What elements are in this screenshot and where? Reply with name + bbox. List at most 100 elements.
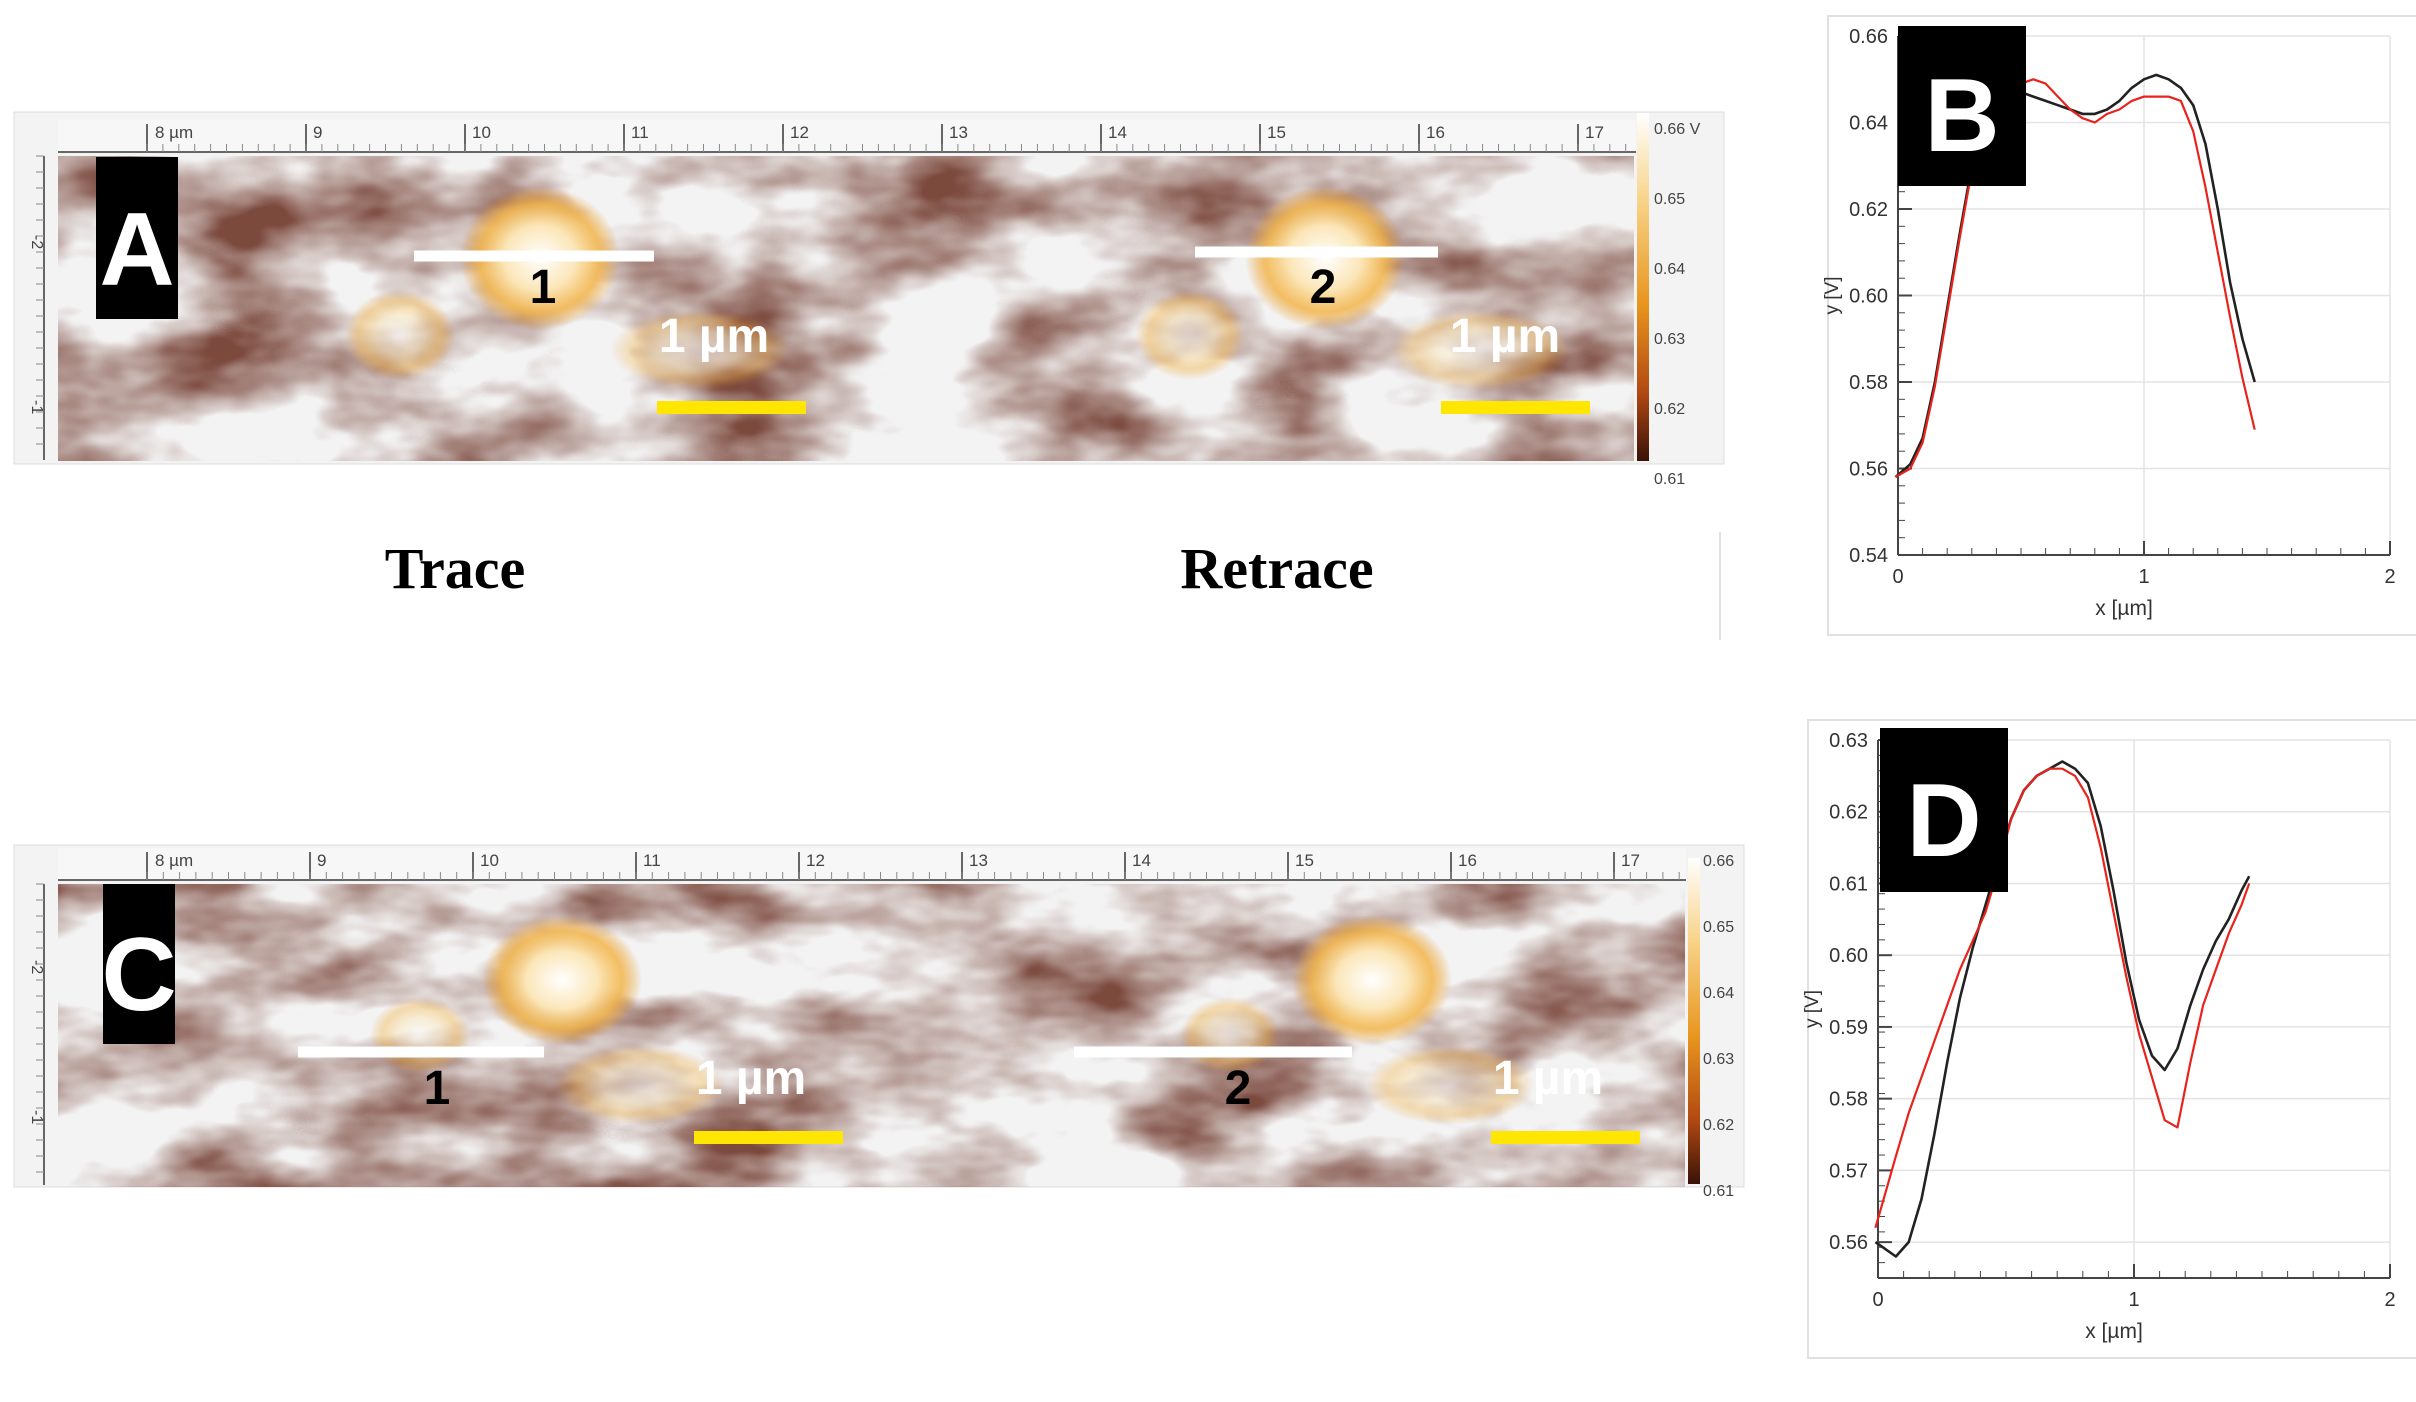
- panel-c-colorbar: [1688, 858, 1700, 1184]
- panel-a-y-ruler: -2 -1: [28, 155, 45, 460]
- ruler-tick-label: 17: [1585, 123, 1604, 142]
- colorbar-tick-label: 0.63: [1654, 331, 1685, 348]
- y-tick-label: 0.60: [1849, 286, 1888, 308]
- ruler-tick-label: 14: [1108, 123, 1127, 142]
- panel-a-scale-bar-2: [1441, 401, 1590, 414]
- colorbar-tick-label: 0.64: [1654, 261, 1685, 278]
- ruler-tick-label: 13: [949, 123, 968, 142]
- panel-a-scale-label-1: 1 µm: [659, 310, 769, 363]
- colorbar-tick-label: 0.65: [1654, 191, 1685, 208]
- ruler-tick-label: 12: [790, 123, 809, 142]
- y-tick-label: 0.63: [1829, 730, 1868, 752]
- ruler-tick-label: 11: [631, 123, 649, 142]
- ruler-tick-label: 9: [317, 851, 326, 870]
- chart-letter: B: [1924, 58, 1999, 174]
- colorbar-tick-label: 0.65: [1703, 919, 1734, 936]
- colorbar-tick-label: 0.66 V: [1654, 121, 1701, 138]
- x-tick-label: 0: [1872, 1289, 1883, 1311]
- caption-trace: Trace: [385, 536, 526, 601]
- panel-a-line-label-2: 2: [1310, 261, 1337, 314]
- panel-a-retrace-image: [848, 156, 1634, 461]
- left-ruler-label: -2: [28, 960, 45, 974]
- y-tick-label: 0.62: [1849, 199, 1888, 221]
- series-line-1: [1874, 767, 2251, 1229]
- ruler-tick-label: 12: [806, 851, 825, 870]
- y-tick-label: 0.54: [1849, 545, 1888, 567]
- left-ruler-label: -2: [28, 235, 45, 249]
- panel-a-letter-box: [96, 157, 178, 319]
- panel-a-line-label-1: 1: [530, 261, 557, 314]
- panel-a-scale-bar-1: [657, 401, 806, 414]
- y-tick-label: 0.61: [1829, 873, 1868, 895]
- ruler-unit-label: 8 µm: [155, 851, 193, 870]
- y-tick-label: 0.64: [1849, 113, 1888, 135]
- chart-letter-box: [1898, 26, 2026, 186]
- colorbar-tick-label: 0.62: [1703, 1117, 1734, 1134]
- y-tick-label: 0.57: [1829, 1160, 1868, 1182]
- panel-a-x-ruler: 8 µm 9 10 11 12 13 14 15 16 17: [58, 120, 1636, 153]
- ruler-unit-label: 8 µm: [155, 123, 193, 142]
- panel-c: 8 µm 9 10 11 12 13 14 15 16 17 -2-1 0.660.650.640…: [13, 844, 1745, 1200]
- ruler-tick-label: 16: [1426, 123, 1445, 142]
- x-tick-label: 1: [2128, 1289, 2139, 1311]
- panel-c-y-ruler: -2 -1: [28, 883, 45, 1185]
- ruler-tick-label: 13: [969, 851, 988, 870]
- x-tick-label: 1: [2138, 566, 2149, 588]
- y-axis-label: y [V]: [1802, 990, 1823, 1028]
- y-tick-label: 0.66: [1849, 26, 1888, 48]
- y-tick-label: 0.56: [1829, 1232, 1868, 1254]
- y-tick-label: 0.58: [1849, 372, 1888, 394]
- x-axis-label: x [µm]: [2085, 1320, 2143, 1343]
- chart-b: 0.54 0.56 0.58 0.60 0.62 0.64 0.66 0 1 2 x [µm] y […: [1822, 15, 2416, 636]
- x-tick-label: 2: [2384, 1289, 2395, 1311]
- panel-c-x-ruler: 8 µm 9 10 11 12 13 14 15 16 17: [58, 848, 1686, 881]
- colorbar-tick-label: 0.64: [1703, 985, 1734, 1002]
- colorbar-tick-label: 0.62: [1654, 401, 1685, 418]
- chart-d: 0.56 0.57 0.58 0.59 0.60 0.61 0.62 0.63 0 1 2 x [µm…: [1802, 719, 2416, 1359]
- ruler-tick-label: 14: [1132, 851, 1151, 870]
- series-line-1: [1894, 78, 2256, 479]
- series-line-0: [1874, 760, 2251, 1258]
- ruler-tick-label: 16: [1458, 851, 1477, 870]
- panel-a: 8 µm 9 10 11 12 13 14 15 16 17 -2-1 0.66 V0.650.6…: [13, 111, 1725, 640]
- left-ruler-label: -1: [28, 400, 45, 414]
- panel-a-letter: A: [99, 192, 174, 308]
- chart-letter-box: [1880, 728, 2008, 892]
- colorbar-tick-label: 0.61: [1703, 1183, 1734, 1200]
- y-axis-label: y [V]: [1822, 276, 1843, 314]
- x-tick-label: 2: [2384, 566, 2395, 588]
- y-tick-label: 0.58: [1829, 1089, 1868, 1111]
- ruler-tick-label: 15: [1267, 123, 1286, 142]
- panel-c-colorbar-ticks: 0.66 0.65 0.64 0.63 0.62 0.61: [1703, 853, 1734, 1200]
- panel-c-scale-label-2: 1 µm: [1493, 1052, 1603, 1105]
- ruler-tick-label: 17: [1621, 851, 1640, 870]
- ruler-tick-label: 10: [480, 851, 499, 870]
- panel-c-scale-bar-2: [1491, 1131, 1640, 1144]
- panel-c-scale-bar-1: [694, 1131, 843, 1144]
- y-tick-label: 0.60: [1829, 945, 1868, 967]
- ruler-tick-label: 9: [313, 123, 322, 142]
- panel-c-line-label-2: 2: [1225, 1062, 1252, 1115]
- ruler-bg: [58, 848, 1686, 880]
- left-ruler-label: -1: [28, 1110, 45, 1124]
- x-tick-label: 0: [1892, 566, 1903, 588]
- y-tick-label: 0.56: [1849, 459, 1888, 481]
- colorbar-tick-label: 0.66: [1703, 853, 1734, 870]
- colorbar-tick-label: 0.63: [1703, 1051, 1734, 1068]
- panel-a-scale-label-2: 1 µm: [1450, 310, 1560, 363]
- panel-c-letter: C: [101, 917, 176, 1033]
- panel-c-letter-box: [103, 884, 175, 1044]
- colorbar-tick-label: 0.61: [1654, 471, 1685, 488]
- panel-c-line-label-1: 1: [424, 1062, 451, 1115]
- y-tick-label: 0.59: [1829, 1017, 1868, 1039]
- panel-c-scale-label-1: 1 µm: [696, 1052, 806, 1105]
- ruler-tick-label: 10: [472, 123, 491, 142]
- ruler-tick-label: 15: [1295, 851, 1314, 870]
- ruler-tick-label: 11: [643, 851, 661, 870]
- chart-letter: D: [1906, 763, 1981, 879]
- caption-retrace: Retrace: [1180, 536, 1373, 601]
- y-tick-label: 0.62: [1829, 802, 1868, 824]
- panel-a-colorbar-ticks: 0.66 V 0.65 0.64 0.63 0.62 0.61: [1654, 121, 1701, 488]
- panel-a-colorbar: [1637, 113, 1649, 461]
